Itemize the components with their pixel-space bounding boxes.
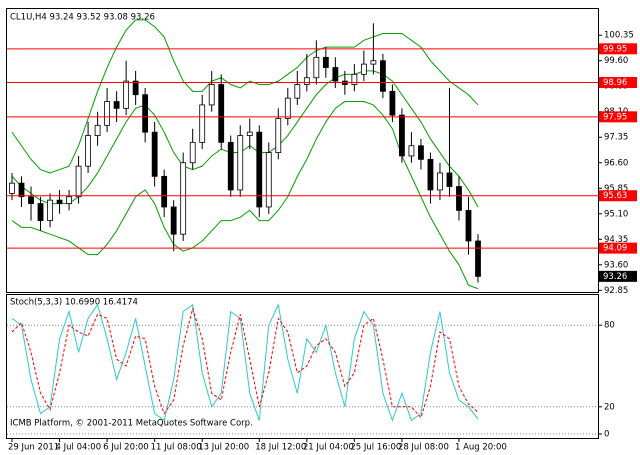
level-label: 98.96 — [603, 78, 627, 88]
candle-body — [104, 101, 111, 126]
y-tick-label: 20 — [604, 402, 615, 412]
candle-body — [265, 152, 272, 208]
candle-body — [389, 90, 396, 116]
footer: ICMB Platform, © 2001-2011 MetaQuotes So… — [10, 419, 253, 429]
level-label-bg — [599, 111, 637, 123]
level-label: 97.95 — [603, 112, 627, 122]
level-label-bg — [599, 43, 637, 55]
candle-body — [218, 84, 225, 143]
band-middle — [11, 70, 479, 208]
level-label: 95.63 — [603, 191, 627, 201]
x-tick-label: 4 Jul 04:00 — [56, 443, 102, 453]
candle-body — [189, 141, 196, 164]
candle-body — [246, 131, 253, 136]
x-tick-label: 11 Jul 08:00 — [151, 443, 202, 453]
candle-body — [437, 172, 443, 191]
candle-body — [75, 165, 82, 198]
y-tick-label: 96.60 — [604, 158, 628, 168]
candle-body — [208, 84, 215, 106]
y-tick-label: 95.85 — [604, 184, 628, 194]
x-tick-label: 1 Aug 20:00 — [455, 443, 507, 453]
candle-body — [151, 131, 158, 177]
stoch-pane — [6, 294, 599, 439]
x-tick-label: 6 Jul 20:00 — [103, 443, 149, 453]
candle-body — [47, 199, 53, 221]
level-label: 94.09 — [603, 244, 627, 254]
x-tick-label: 29 Jun 2011 — [8, 443, 59, 453]
candle-body — [475, 240, 481, 277]
x-tick-label: 28 Jul 08:00 — [398, 443, 449, 453]
candle-body — [170, 206, 177, 235]
level-label-bg — [599, 242, 637, 254]
candle-body — [37, 203, 44, 221]
candle-body — [227, 141, 234, 191]
candle-body — [322, 56, 329, 68]
candle-body — [180, 162, 187, 235]
y-tick-label: 80 — [604, 321, 615, 331]
x-tick-label: 25 Jul 16:00 — [350, 443, 401, 453]
candle-body — [446, 172, 453, 187]
y-tick-label: 97.35 — [604, 133, 628, 143]
last-price-bg — [599, 270, 637, 282]
level-label-bg — [599, 190, 637, 202]
candle-body — [237, 135, 244, 191]
candle-body — [85, 135, 91, 167]
candle-body — [332, 67, 339, 82]
price-pane — [6, 8, 599, 293]
candle-body — [465, 209, 472, 242]
y-tick-label: 100.35 — [604, 31, 634, 41]
level-label-bg — [599, 76, 637, 88]
level-label: 99.95 — [603, 44, 627, 54]
candle-body — [9, 182, 15, 194]
stoch-line — [11, 307, 479, 419]
candle-body — [418, 145, 424, 160]
candle-body — [56, 199, 63, 204]
y-tick-label: 99.60 — [604, 56, 628, 66]
x-tick-label: 18 Jul 12:00 — [255, 443, 306, 453]
candle-body — [199, 104, 206, 143]
candle-body — [113, 101, 120, 109]
candle-body — [94, 124, 101, 136]
candle-body — [28, 196, 34, 204]
candle-body — [399, 114, 405, 157]
last-price-label: 93.26 — [603, 272, 627, 282]
y-tick-label: 92.85 — [604, 286, 628, 296]
candle-body — [351, 73, 358, 85]
candle-body — [456, 186, 462, 211]
candle-body — [303, 77, 310, 85]
candle-body — [142, 94, 149, 133]
candle-body — [294, 84, 301, 99]
candle-body — [313, 56, 320, 79]
candle-body — [284, 97, 291, 119]
candle-body — [18, 182, 25, 198]
candle-body — [427, 158, 434, 191]
candle-body — [360, 63, 367, 75]
stoch-title: Stoch(5,3,3) 10.6990 16.4174 — [10, 298, 138, 308]
x-tick-label: 13 Jul 20:00 — [198, 443, 249, 453]
y-tick-label: 94.35 — [604, 235, 628, 245]
candle-body — [275, 118, 282, 153]
band-upper — [11, 19, 479, 174]
x-tick-label: 21 Jul 04:00 — [303, 443, 354, 453]
candle-body — [123, 80, 130, 109]
y-tick-label: 0 — [604, 430, 609, 440]
candle-body — [370, 60, 377, 65]
y-tick-label: 95.10 — [604, 209, 628, 219]
candle-body — [256, 131, 263, 208]
candle-body — [161, 175, 168, 208]
price-title: CL1U,H4 93.24 93.52 93.08 93.26 — [10, 13, 155, 23]
candle-body — [379, 60, 386, 92]
candle-body — [408, 145, 415, 157]
candle-body — [66, 196, 72, 204]
candle-body — [132, 80, 139, 96]
stoch-line — [11, 303, 479, 422]
y-tick-label: 93.60 — [604, 260, 628, 270]
